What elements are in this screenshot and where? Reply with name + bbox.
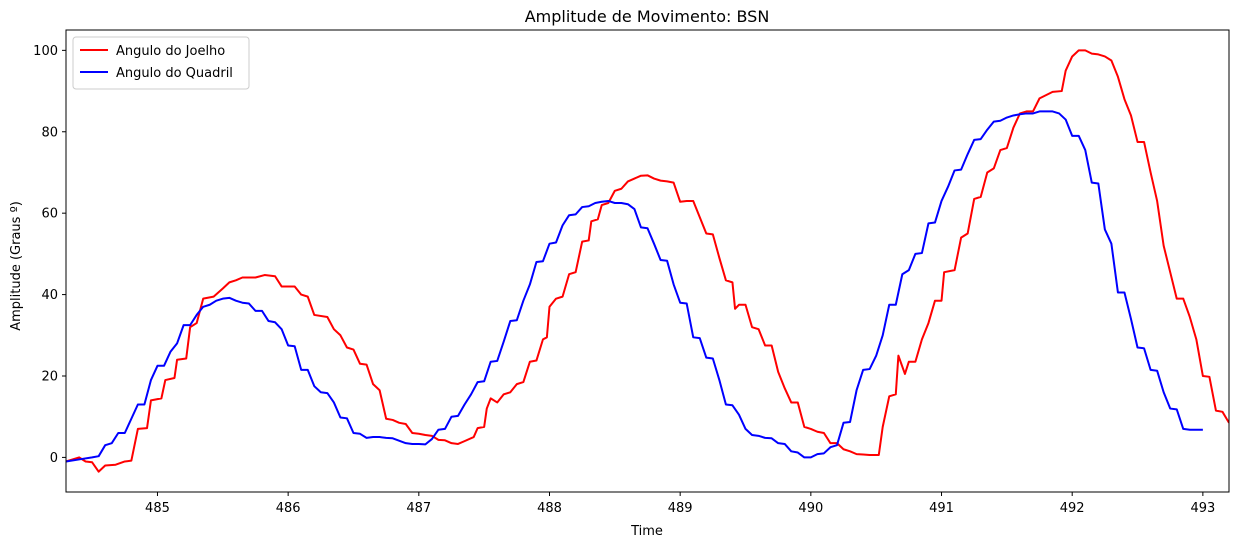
y-tick-label: 0 xyxy=(50,451,58,466)
y-tick-label: 100 xyxy=(33,44,58,59)
x-axis-ticks: 485 486 487 488 489 490 491 492 493 xyxy=(145,492,1215,516)
x-tick-label: 490 xyxy=(798,501,823,516)
x-tick-label: 487 xyxy=(406,501,431,516)
chart-title: Amplitude de Movimento: BSN xyxy=(525,7,770,26)
x-tick-label: 491 xyxy=(929,501,954,516)
x-tick-label: 493 xyxy=(1190,501,1215,516)
y-tick-label: 60 xyxy=(41,207,58,222)
series-line-quadril xyxy=(66,110,1203,463)
legend-box xyxy=(72,36,250,90)
legend-label-joelho: Angulo do Joelho xyxy=(116,44,225,59)
y-axis-ticks: 0 20 40 60 80 100 xyxy=(33,44,66,466)
y-tick-label: 80 xyxy=(41,125,58,140)
series-line-joelho xyxy=(66,49,1229,473)
plot-frame xyxy=(65,29,1230,493)
x-tick-label: 492 xyxy=(1060,501,1085,516)
y-tick-label: 40 xyxy=(41,288,58,303)
x-tick-label: 486 xyxy=(276,501,301,516)
y-tick-label: 20 xyxy=(41,369,58,384)
x-tick-label: 488 xyxy=(537,501,562,516)
x-tick-label: 489 xyxy=(668,501,693,516)
legend-label-quadril: Angulo do Quadril xyxy=(116,66,233,81)
y-axis-label: Amplitude (Graus º) xyxy=(9,201,24,331)
legend: Angulo do Joelho Angulo do Quadril xyxy=(72,36,250,90)
series-layer xyxy=(66,49,1229,473)
x-axis-label: Time xyxy=(630,524,663,539)
x-tick-label: 485 xyxy=(145,501,170,516)
